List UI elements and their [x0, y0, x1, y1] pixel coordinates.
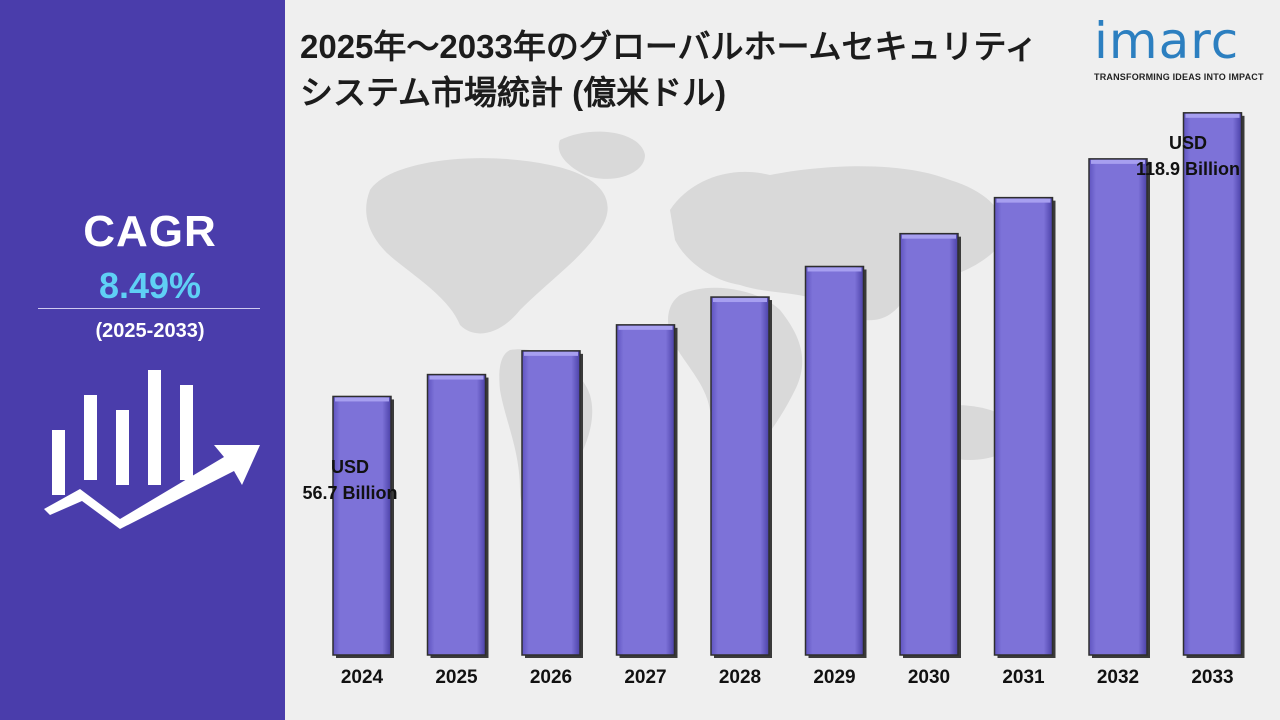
x-tick-label: 2027 — [624, 667, 666, 688]
bar-highlight — [1185, 113, 1240, 118]
logo-wordmark: imarc — [1094, 12, 1240, 70]
bar-2031 — [993, 196, 1054, 656]
bar-2024 — [332, 395, 392, 656]
x-tick-label: 2028 — [719, 667, 761, 688]
first-value-currency: USD — [330, 457, 369, 477]
x-tick-label: 2033 — [1191, 667, 1233, 688]
bar-2029 — [804, 265, 865, 656]
cagr-value: 8.49% — [98, 265, 202, 306]
bar-2028 — [710, 296, 770, 656]
bar-2032 — [1088, 158, 1148, 656]
cagr-label: CAGR — [83, 207, 217, 256]
bar-highlight — [807, 267, 862, 272]
bar-2033 — [1182, 112, 1243, 656]
last-value-label: USD 118.9 Billion — [1118, 130, 1258, 182]
logo-tagline: TRANSFORMING IDEAS INTO IMPACT — [1094, 72, 1264, 82]
bar-highlight — [902, 234, 956, 239]
last-value-currency: USD — [1168, 133, 1207, 153]
first-value-amount: 56.7 Billion — [302, 483, 398, 503]
cagr-panel: CAGR 8.49% (2025-2033) — [0, 0, 285, 720]
x-tick-label: 2032 — [1097, 667, 1139, 688]
chart-title: 2025年～2033年のグローバルホームセキュリティシステム市場統計 (億米ドル… — [300, 28, 1038, 111]
bar-highlight — [713, 298, 767, 303]
bar-2025 — [426, 373, 487, 656]
x-tick-label: 2030 — [908, 667, 950, 688]
divider — [38, 308, 260, 309]
x-tick-label: 2026 — [530, 667, 572, 688]
bar-highlight — [618, 325, 673, 330]
imarc-logo: imarc TRANSFORMING IDEAS INTO IMPACT — [1092, 10, 1267, 90]
x-tick-label: 2029 — [813, 667, 855, 688]
bar-highlight — [996, 198, 1051, 203]
bar-2030 — [899, 232, 959, 656]
bar-2027 — [615, 324, 676, 656]
first-value-label: USD 56.7 Billion — [290, 454, 410, 506]
bar-highlight — [524, 351, 578, 356]
cagr-period: (2025-2033) — [95, 320, 205, 342]
x-tick-label: 2025 — [435, 667, 478, 688]
x-tick-label: 2024 — [341, 667, 384, 688]
last-value-amount: 118.9 Billion — [1135, 159, 1241, 179]
bar-highlight — [335, 397, 389, 402]
bar-2026 — [521, 350, 581, 656]
bar-highlight — [1091, 159, 1145, 164]
x-tick-label: 2031 — [1002, 667, 1045, 688]
growth-chart-icon — [44, 370, 260, 529]
bar-highlight — [429, 375, 484, 380]
